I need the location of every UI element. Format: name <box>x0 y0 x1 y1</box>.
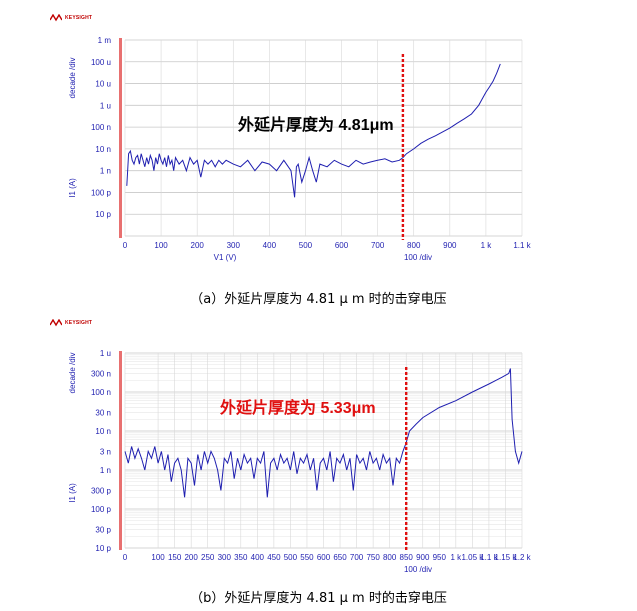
x-tick-label: 450 <box>267 553 281 562</box>
y-tick-label: 10 n <box>95 145 111 154</box>
x-tick-label: 0 <box>123 553 128 562</box>
x-tick-label: 600 <box>317 553 331 562</box>
x-tick-label: 700 <box>350 553 364 562</box>
y-tick-label: 30 p <box>95 525 111 534</box>
y-tick-label: 3 n <box>100 447 111 456</box>
thickness-annotation: 外延片厚度为 4.81μm <box>237 115 394 134</box>
y-tick-label: 1 n <box>100 167 111 176</box>
caption-b: （b）外延片厚度为 4.81 μ m 时的击穿电压 <box>190 591 447 606</box>
y-tick-label: 1 u <box>100 349 111 358</box>
y-tick-label: 100 p <box>91 505 112 514</box>
y-tick-label: 10 p <box>95 210 111 219</box>
keysight-logo: KEYSIGHT <box>50 319 92 327</box>
iv-curve-line <box>126 63 501 198</box>
x-tick-label: 1.2 k <box>513 553 531 562</box>
y-tick-label: 300 n <box>91 369 111 378</box>
x-tick-label: 550 <box>300 553 314 562</box>
chart-panel-a: KEYSIGHT 10 p 100 p 1 n 10 n 100 n 1 u 10 u 100… <box>0 0 637 307</box>
y-tick-label: 1 m <box>98 36 112 45</box>
y-tick-label: 10 u <box>95 80 111 89</box>
x-tick-label: 600 <box>335 241 349 250</box>
breakdown-chart-a: 10 p 100 p 1 n 10 n 100 n 1 u 10 u 100 u 1 m 0 100… <box>68 36 532 262</box>
y-unit-label: decade /div <box>68 353 77 394</box>
x-tick-label: 300 <box>218 553 232 562</box>
breakdown-chart-b: 10 p 30 p 100 p 300 p 1 n 3 n 10 n 30 n 100 n 300… <box>68 349 532 574</box>
y-tick-label: 10 p <box>95 544 111 553</box>
keysight-wave-icon <box>50 319 62 327</box>
caption-a: （a）外延片厚度为 4.81 μ m 时的击穿电压 <box>190 292 447 307</box>
x-tick-label: 100 <box>151 553 165 562</box>
x-tick-label: 350 <box>234 553 248 562</box>
x-tick-label: 200 <box>184 553 198 562</box>
x-tick-label: 1.1 k <box>480 553 498 562</box>
x-tick-label: 650 <box>333 553 347 562</box>
y-tick-label: 1 n <box>100 466 111 475</box>
x-tick-label: 900 <box>416 553 430 562</box>
x-tick-label: 1.05 k <box>461 553 484 562</box>
iv-curve-line <box>124 368 523 498</box>
y-tick-label: 100 u <box>91 58 111 67</box>
plot-left-bar <box>119 38 122 238</box>
chart-panel-b: KEYSIGHT 10 p 30 p 100 p 300 p 1 n 3 n 10 n 30 … <box>0 305 637 611</box>
x-tick-label: 850 <box>400 553 414 562</box>
x-tick-label: 1 k <box>481 241 493 250</box>
y-tick-label: 30 n <box>95 408 111 417</box>
keysight-wave-icon <box>50 14 62 22</box>
x-unit-label: 100 /div <box>404 565 432 574</box>
thickness-annotation: 外延片厚度为 5.33μm <box>219 398 376 417</box>
x-axis-label: V1 (V) <box>214 253 237 262</box>
x-tick-label: 750 <box>366 553 380 562</box>
x-tick-label: 0 <box>123 241 128 250</box>
x-tick-label: 1.1 k <box>513 241 531 250</box>
x-tick-label: 950 <box>433 553 447 562</box>
x-tick-label: 700 <box>371 241 385 250</box>
keysight-logo: KEYSIGHT <box>50 14 92 22</box>
keysight-logo-text: KEYSIGHT <box>65 320 93 326</box>
x-tick-label: 200 <box>191 241 205 250</box>
y-axis-label: I1 (A) <box>68 483 77 503</box>
x-tick-label: 1.15 k <box>495 553 518 562</box>
x-tick-label: 150 <box>168 553 182 562</box>
y-tick-label: 100 p <box>91 188 112 197</box>
y-tick-label: 1 u <box>100 101 111 110</box>
plot-left-bar <box>119 351 122 550</box>
y-tick-label: 100 n <box>91 123 111 132</box>
x-tick-label: 400 <box>251 553 265 562</box>
x-tick-label: 800 <box>383 553 397 562</box>
y-tick-label: 100 n <box>91 388 111 397</box>
keysight-logo-text: KEYSIGHT <box>65 15 93 21</box>
y-tick-label: 300 p <box>91 486 112 495</box>
x-unit-label: 100 /div <box>404 253 432 262</box>
x-tick-label: 300 <box>227 241 241 250</box>
y-tick-label: 10 n <box>95 427 111 436</box>
x-tick-label: 250 <box>201 553 215 562</box>
x-tick-label: 500 <box>284 553 298 562</box>
x-tick-label: 100 <box>154 241 168 250</box>
y-unit-label: decade /div <box>68 58 77 99</box>
x-tick-label: 500 <box>299 241 313 250</box>
x-tick-label: 400 <box>263 241 277 250</box>
x-tick-label: 900 <box>443 241 457 250</box>
x-tick-label: 800 <box>407 241 421 250</box>
y-axis-label: I1 (A) <box>68 178 77 198</box>
x-tick-label: 1 k <box>450 553 462 562</box>
